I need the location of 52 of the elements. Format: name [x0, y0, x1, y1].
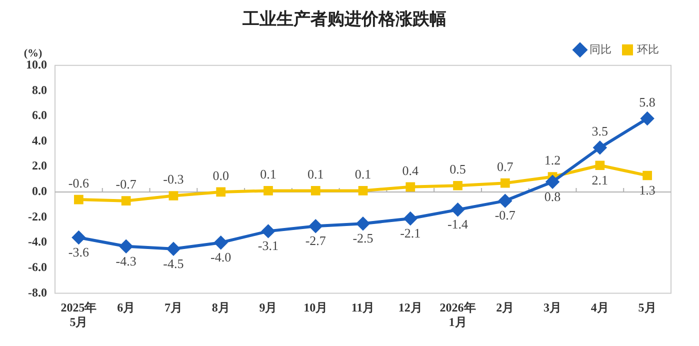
- y-tick-label: -8.0: [28, 285, 47, 300]
- data-label: -0.6: [68, 175, 90, 190]
- x-tick-label: 3月: [544, 300, 562, 314]
- legend-label: 同比: [590, 42, 612, 56]
- x-tick-label: 8月: [212, 300, 230, 314]
- x-tick-label: 9月: [259, 300, 278, 314]
- y-tick-label: 0.0: [32, 184, 47, 198]
- data-label: -4.3: [116, 253, 136, 268]
- y-tick-label: 8.0: [32, 82, 47, 97]
- data-label: 0.1: [307, 166, 324, 182]
- data-label: -3.1: [258, 238, 279, 254]
- data-label: 5.8: [639, 94, 656, 110]
- data-label: 0.1: [354, 166, 372, 182]
- y-tick-label: -6.0: [28, 260, 47, 274]
- x-tick-label: 2026年 1月: [440, 300, 476, 329]
- data-label: 1.2: [544, 152, 561, 168]
- x-tick-label: 11月: [351, 300, 375, 314]
- legend-label: 环比: [637, 42, 659, 56]
- x-tick-label: 2月: [496, 300, 514, 314]
- data-label: 0.7: [497, 159, 514, 174]
- data-label: -0.7: [494, 208, 516, 223]
- data-label: -4.0: [210, 250, 232, 264]
- x-tick-label: 10月: [304, 300, 328, 314]
- x-tick-label: 2025年 5月: [60, 300, 97, 329]
- data-label: 2.1: [592, 172, 608, 188]
- x-tick-label: 5月: [638, 300, 656, 314]
- y-axis-title: (%): [24, 48, 42, 60]
- x-tick-label: 6月: [117, 300, 136, 314]
- y-tick-label: -4.0: [28, 234, 47, 249]
- data-label: 0.0: [212, 168, 229, 183]
- data-label: 0.8: [544, 188, 561, 204]
- data-label: -2.7: [305, 233, 326, 248]
- y-tick-label: -2.0: [28, 209, 47, 224]
- x-tick-label: 12月: [398, 300, 422, 314]
- data-label: -1.4: [447, 216, 469, 232]
- x-tick-label: 4月: [590, 300, 609, 314]
- data-label: -2.5: [352, 230, 374, 246]
- data-label: 3.5: [592, 124, 608, 139]
- data-label: -0.7: [116, 176, 137, 192]
- x-tick-label: 7月: [164, 300, 182, 314]
- data-label: 1.3: [639, 182, 656, 198]
- chart-title: 工业生产者购进价格涨跌幅: [242, 10, 446, 30]
- data-label: -2.1: [400, 225, 421, 240]
- y-tick-label: 6.0: [32, 108, 47, 122]
- data-label: -3.6: [68, 244, 90, 260]
- data-label: 0.5: [450, 162, 466, 177]
- data-label: -0.3: [163, 172, 184, 187]
- y-tick-label: 2.0: [32, 158, 47, 173]
- y-tick-label: 4.0: [32, 133, 47, 148]
- data-label: -4.5: [163, 256, 184, 271]
- data-label: 0.1: [260, 166, 276, 182]
- data-label: 0.4: [402, 162, 420, 178]
